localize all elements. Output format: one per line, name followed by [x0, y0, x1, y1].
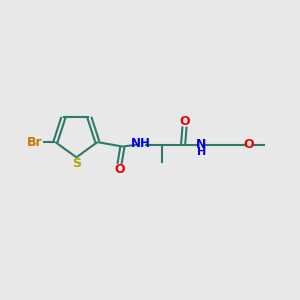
Text: Br: Br	[27, 136, 43, 148]
Text: H: H	[197, 147, 206, 157]
Text: O: O	[114, 163, 125, 176]
Text: N: N	[196, 138, 206, 151]
Text: NH: NH	[131, 137, 151, 150]
Text: S: S	[72, 157, 81, 170]
Text: O: O	[179, 115, 190, 128]
Text: O: O	[244, 138, 254, 151]
